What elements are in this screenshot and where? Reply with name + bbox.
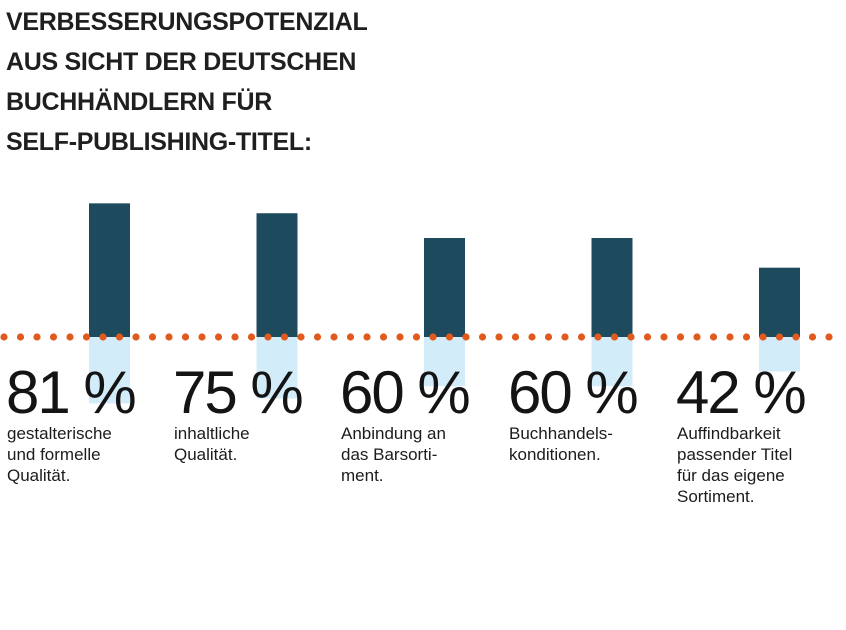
baseline-dot bbox=[577, 333, 586, 341]
baseline-dot bbox=[82, 333, 91, 341]
bar-reflection bbox=[424, 337, 465, 387]
baseline-dot bbox=[33, 333, 41, 341]
baseline-dot bbox=[214, 333, 223, 341]
baseline-dot bbox=[396, 333, 404, 341]
baseline-dot bbox=[676, 333, 685, 341]
baseline-dot bbox=[511, 333, 520, 341]
baseline-dot bbox=[660, 333, 668, 341]
baseline-dot bbox=[264, 333, 272, 341]
baseline-dot bbox=[495, 333, 503, 341]
baseline-dot bbox=[561, 333, 569, 341]
bar bbox=[424, 238, 465, 337]
baseline-dot bbox=[429, 333, 437, 341]
baseline-dot bbox=[478, 333, 487, 341]
baseline-dot bbox=[792, 333, 800, 341]
baseline-dot bbox=[643, 333, 652, 341]
baseline-dot bbox=[726, 333, 734, 341]
bar-reflection bbox=[759, 337, 800, 372]
bar-reflection bbox=[591, 337, 633, 387]
baseline-dot bbox=[594, 333, 602, 341]
baseline-dot bbox=[462, 333, 470, 341]
baseline-dot bbox=[148, 333, 157, 341]
baseline-dot bbox=[709, 333, 718, 341]
value-label: 81 % bbox=[6, 359, 137, 426]
bar bbox=[759, 267, 800, 337]
baseline-dot bbox=[808, 333, 817, 341]
category-label: Anbindung an das Barsorti- ment. bbox=[341, 424, 446, 485]
bar-reflection bbox=[256, 337, 298, 399]
baseline-dot bbox=[49, 333, 58, 341]
bar bbox=[591, 238, 633, 337]
baseline-dot bbox=[627, 333, 635, 341]
value-label: 42 % bbox=[676, 359, 807, 426]
category-label: gestalterische und formelle Qualität. bbox=[7, 424, 112, 485]
baseline-dot bbox=[445, 333, 454, 341]
baseline-dot bbox=[0, 333, 8, 341]
value-label: 60 % bbox=[340, 359, 471, 426]
baseline-dot bbox=[66, 333, 74, 341]
baseline-dot bbox=[825, 333, 833, 341]
baseline-dot bbox=[297, 333, 305, 341]
baseline-dot bbox=[330, 333, 338, 341]
category-label: Auffindbarkeit passender Titel für das e… bbox=[677, 424, 793, 506]
baseline-dot bbox=[313, 333, 322, 341]
chart-title: VERBESSERUNGSPOTENZIAL AUS SICHT DER DEU… bbox=[6, 2, 526, 162]
baseline-dot bbox=[544, 333, 553, 341]
category-label: inhaltliche Qualität. bbox=[174, 424, 250, 464]
baseline-dot bbox=[16, 333, 25, 341]
baseline-dot bbox=[693, 333, 701, 341]
baseline-dot bbox=[379, 333, 388, 341]
title-line: AUS SICHT DER DEUTSCHEN bbox=[6, 48, 357, 76]
baseline-dot bbox=[363, 333, 371, 341]
baseline-dot bbox=[412, 333, 421, 341]
baseline-dot bbox=[115, 333, 124, 341]
baseline-dot bbox=[198, 333, 206, 341]
baseline-dot bbox=[280, 333, 289, 341]
baseline-dot bbox=[247, 333, 256, 341]
baseline-dot bbox=[759, 333, 767, 341]
baseline-dot bbox=[99, 333, 107, 341]
value-label: 60 % bbox=[508, 359, 639, 426]
baseline-dot bbox=[132, 333, 140, 341]
title-line: SELF-PUBLISHING-TITEL: bbox=[6, 128, 312, 156]
value-label: 75 % bbox=[173, 359, 304, 426]
baseline-dot bbox=[610, 333, 619, 341]
baseline-dot bbox=[528, 333, 536, 341]
bar-reflection bbox=[89, 337, 130, 404]
baseline-dot bbox=[165, 333, 173, 341]
title-line: VERBESSERUNGSPOTENZIAL bbox=[6, 8, 368, 36]
baseline-dot bbox=[181, 333, 190, 341]
bar bbox=[256, 213, 298, 337]
category-label: Buchhandels- konditionen. bbox=[509, 424, 613, 464]
baseline-dot bbox=[775, 333, 784, 341]
baseline-dot bbox=[346, 333, 355, 341]
title-line: BUCHHÄNDLERN FÜR bbox=[6, 88, 273, 116]
baseline-dot bbox=[231, 333, 239, 341]
baseline-dot bbox=[742, 333, 751, 341]
bar bbox=[89, 203, 130, 337]
